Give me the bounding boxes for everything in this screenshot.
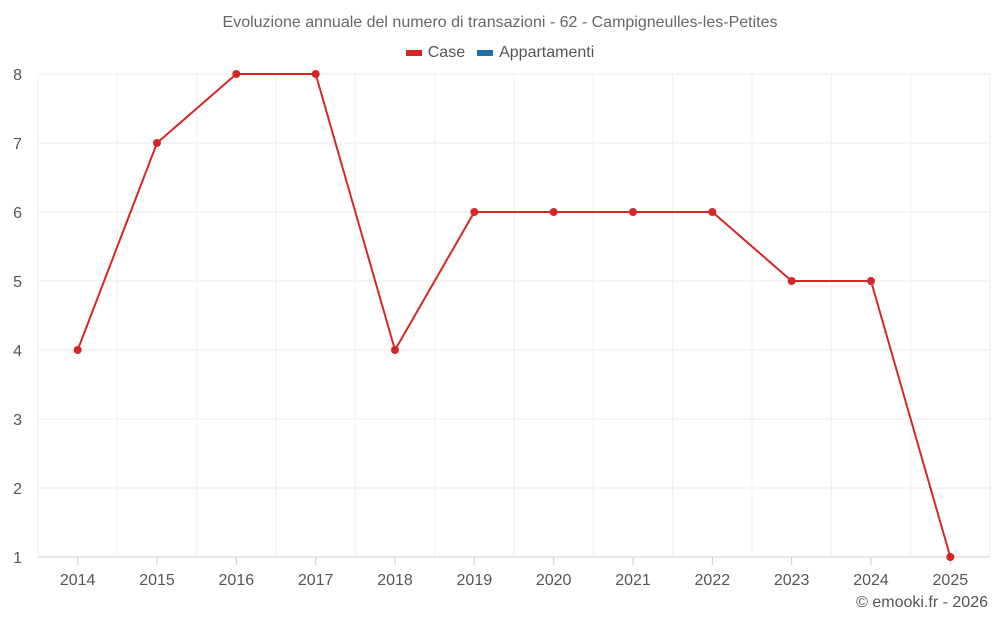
data-point [787, 277, 796, 285]
data-point [470, 208, 479, 216]
y-tick-label: 8 [13, 67, 22, 84]
data-point [311, 70, 320, 78]
x-tick-label: 2022 [695, 572, 731, 589]
legend-label-appartamenti: Appartamenti [499, 44, 595, 61]
data-point [867, 277, 875, 285]
data-point [73, 346, 82, 354]
data-point [946, 553, 955, 561]
legend-item-appartamenti[interactable]: Appartamenti [477, 44, 594, 62]
y-tick-label: 2 [13, 481, 22, 498]
data-point [232, 70, 241, 78]
legend-swatch-appartamenti [477, 50, 494, 56]
data-point [708, 208, 717, 216]
x-tick-label: 2025 [933, 572, 969, 589]
chart-legend: Case Appartamenti [0, 44, 1000, 62]
legend-label-case: Case [427, 44, 466, 61]
legend-item-case[interactable]: Case [405, 44, 466, 62]
y-tick-label: 5 [13, 274, 22, 291]
data-point [549, 208, 558, 216]
x-tick-label: 2024 [853, 572, 889, 589]
series-line-case [76, 73, 952, 558]
x-tick-label: 2021 [615, 572, 651, 589]
y-tick-label: 7 [13, 136, 22, 153]
x-tick-label: 2020 [536, 572, 572, 589]
y-tick-label: 3 [13, 412, 22, 429]
data-point [629, 208, 637, 216]
legend-swatch-case [405, 50, 422, 56]
x-tick-label: 2016 [219, 572, 255, 589]
x-tick-label: 2018 [377, 572, 413, 589]
x-tick-label: 2019 [457, 572, 493, 589]
credit-text: © emooki.fr - 2026 [856, 594, 988, 611]
x-tick-label: 2014 [60, 572, 96, 589]
y-tick-label: 4 [13, 343, 22, 360]
chart-title: Evoluzione annuale del numero di transaz… [222, 14, 778, 31]
x-tick-label: 2015 [139, 572, 175, 589]
data-point [391, 346, 399, 354]
x-tick-label: 2023 [774, 572, 810, 589]
y-tick-label: 1 [13, 550, 22, 567]
data-point [153, 139, 161, 147]
x-tick-label: 2017 [298, 572, 334, 589]
y-tick-label: 6 [13, 205, 22, 222]
